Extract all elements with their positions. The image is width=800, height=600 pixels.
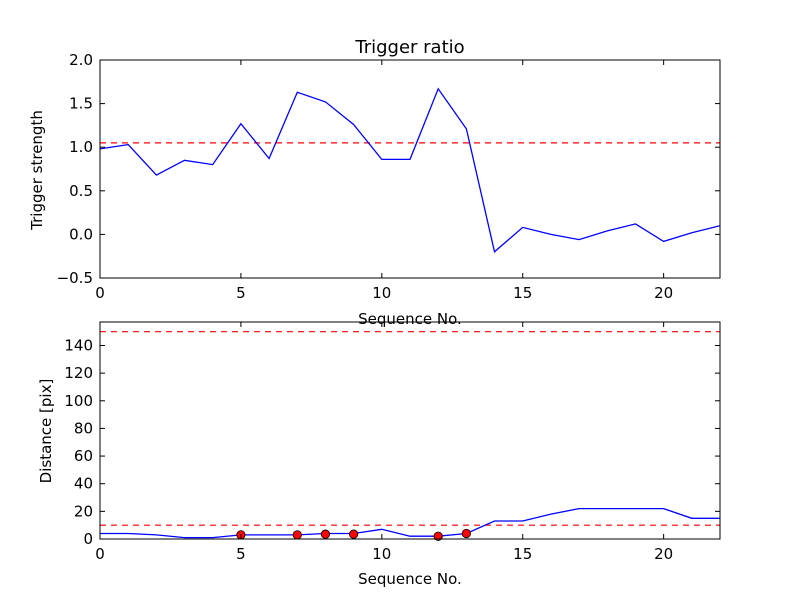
data-marker [349,529,359,539]
data-marker [292,530,302,540]
x-tick-label: 5 [236,545,246,563]
y-tick-label: 140 [64,336,93,354]
y-tick-label: 60 [74,447,93,465]
x-tick-label: 15 [513,284,532,302]
data-marker [461,528,471,539]
x-tick-label: 15 [513,545,532,563]
axes-frame [99,59,721,279]
y-tick-label: 20 [74,502,93,520]
y-tick-label: 2.0 [69,51,93,69]
x-tick-label: 10 [372,545,391,563]
y-tick-label: 1.0 [69,138,93,156]
y-tick-label: 120 [64,364,93,382]
axes-frame [99,321,721,540]
y-tick-label: −0.5 [57,269,93,287]
distance-ylabel: Distance [pix] [37,379,55,484]
trigger-ratio-plot: Trigger ratio Sequence No. Trigger stren… [28,37,721,328]
y-tick-label: 80 [74,419,93,437]
distance-xlabel: Sequence No. [358,570,462,588]
data-marker [320,529,331,539]
distance-plot: Sequence No. Distance [pix] 0 5 10 15 20 0 20 4… [37,321,721,588]
y-tick-label: 40 [74,475,93,493]
x-tick-label: 20 [654,284,673,302]
x-tick-label: 10 [372,284,391,302]
x-tick-label: 0 [95,284,105,302]
y-tick-label: 0.0 [69,225,93,243]
x-tick-label: 0 [95,545,105,563]
y-tick-label: 0 [83,530,93,548]
trigger-ratio-ylabel: Trigger strength [28,110,46,231]
data-marker [433,531,443,541]
series-line-0 [100,507,720,539]
trigger-ratio-title: Trigger ratio [354,37,464,58]
y-tick-label: 0.5 [69,182,93,200]
trigger-ratio-xlabel: Sequence No. [358,310,462,328]
series-line-0 [100,87,720,253]
y-tick-label: 100 [64,392,93,410]
y-tick-label: 1.5 [69,95,93,113]
x-tick-label: 20 [654,545,673,563]
x-tick-label: 5 [236,284,246,302]
